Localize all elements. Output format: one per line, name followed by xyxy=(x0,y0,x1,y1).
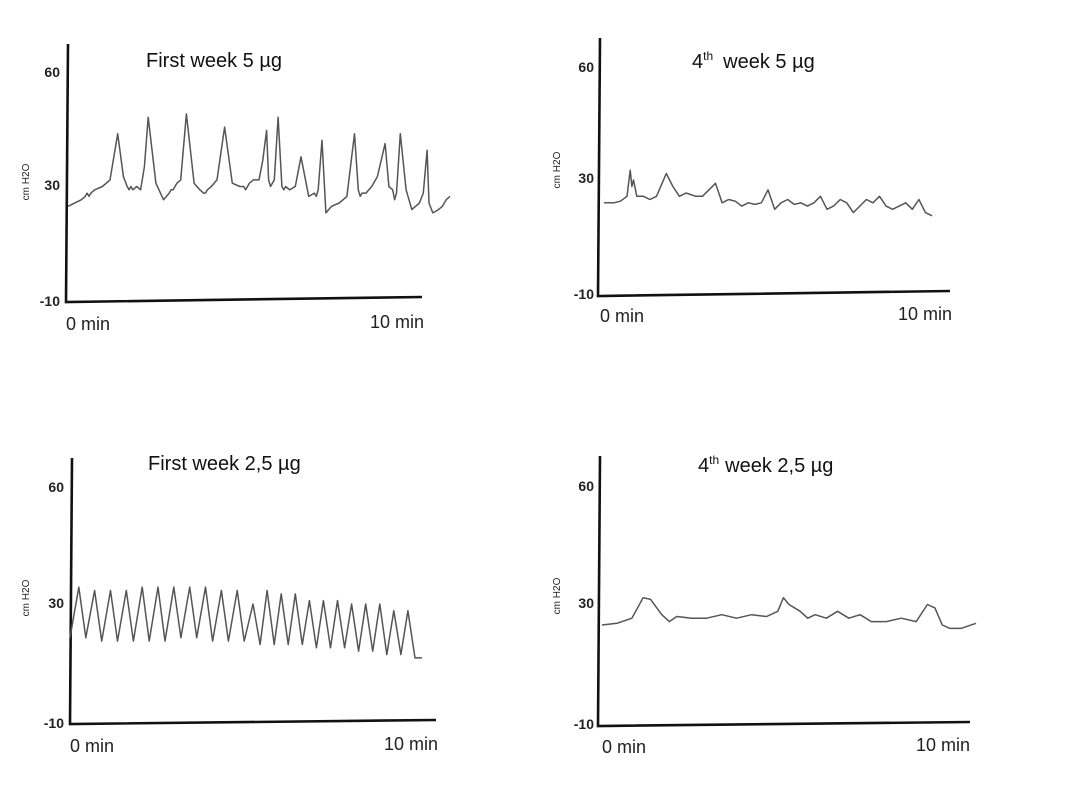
y-tick-label: -10 xyxy=(40,293,60,309)
y-tick-label: 60 xyxy=(578,478,594,494)
panel-4th-week-2-5ug: 4th week 2,5 µg cm H2O 60 30 -10 0 min 10… xyxy=(552,453,977,757)
y-tick-label: 30 xyxy=(578,595,594,611)
chart-title: First week 2,5 µg xyxy=(148,453,301,475)
x-tick-label: 0 min xyxy=(602,737,646,757)
chart-title: 4th week 5 µg xyxy=(692,49,815,73)
y-tick-label: 60 xyxy=(44,64,60,80)
x-tick-label: 0 min xyxy=(600,306,644,326)
y-tick-label: 30 xyxy=(44,177,60,193)
panel-4th-week-5ug: 4th week 5 µg cm H2O 60 30 -10 0 min 10 m… xyxy=(552,37,952,326)
y-tick-label: -10 xyxy=(44,715,64,731)
x-tick-label: 10 min xyxy=(898,304,952,324)
title-number: 4 xyxy=(692,51,703,73)
axes xyxy=(68,457,437,726)
chart-title: First week 5 µg xyxy=(146,50,282,72)
y-tick-label: -10 xyxy=(574,716,594,732)
panel-first-week-2-5ug: First week 2,5 µg cm H2O 60 30 -10 0 min… xyxy=(21,453,438,756)
axes xyxy=(596,37,951,298)
x-tick-label: 10 min xyxy=(916,735,970,755)
title-rest: week 2,5 µg xyxy=(724,455,833,477)
pressure-trace xyxy=(601,596,977,630)
x-tick-label: 0 min xyxy=(66,314,110,334)
y-tick-label: -10 xyxy=(574,286,594,302)
pressure-trace xyxy=(67,113,451,214)
y-tick-label: 30 xyxy=(578,170,594,186)
title-number: 4 xyxy=(698,455,709,477)
y-tick-label: 60 xyxy=(578,59,594,75)
chart-title: 4th week 2,5 µg xyxy=(698,453,833,477)
y-axis-label: cm H2O xyxy=(552,151,563,188)
x-tick-label: 10 min xyxy=(384,734,438,754)
y-axis-label: cm H2O xyxy=(21,163,32,200)
axes xyxy=(64,43,423,304)
x-tick-label: 0 min xyxy=(70,736,114,756)
title-superscript: th xyxy=(703,49,713,63)
pressure-trace xyxy=(604,169,933,217)
panel-first-week-5ug: First week 5 µg cm H2O 60 30 -10 0 min 1… xyxy=(21,43,451,334)
y-axis-label: cm H2O xyxy=(552,577,563,614)
pressure-trace xyxy=(69,586,422,659)
x-tick-label: 10 min xyxy=(370,312,424,332)
title-rest: week 5 µg xyxy=(722,51,815,73)
axes xyxy=(596,455,971,728)
title-superscript: th xyxy=(709,453,719,467)
y-tick-label: 30 xyxy=(48,595,64,611)
y-axis-label: cm H2O xyxy=(21,579,32,616)
y-tick-label: 60 xyxy=(48,479,64,495)
